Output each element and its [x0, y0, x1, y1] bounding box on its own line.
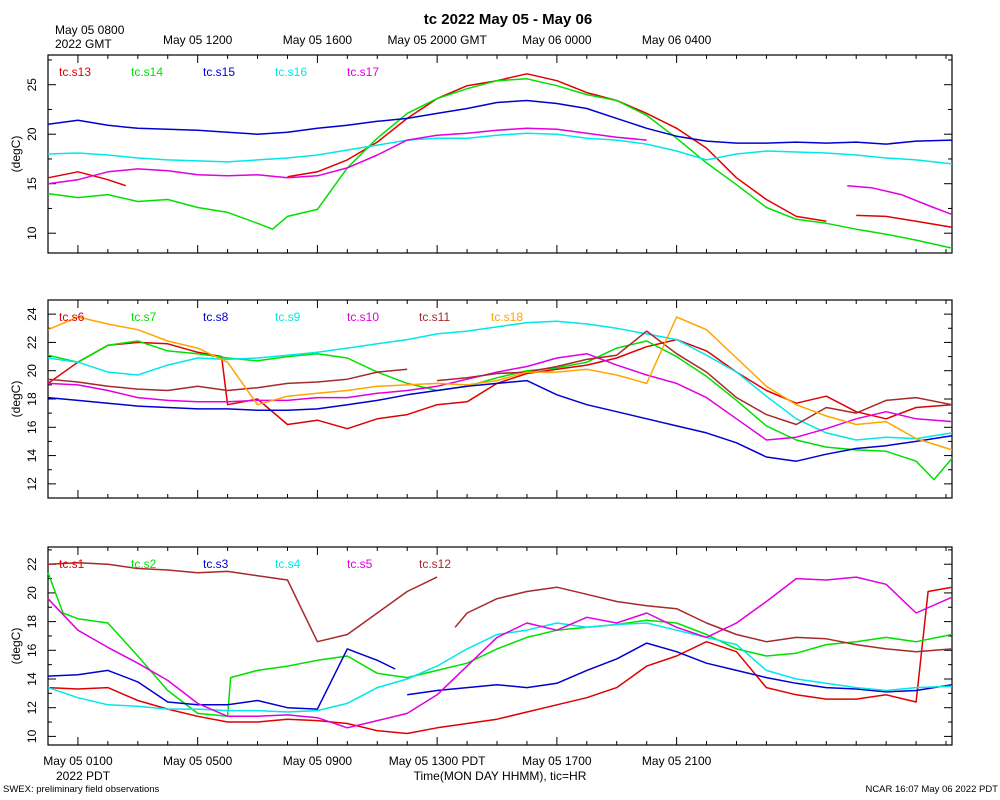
bottom-axis-label: May 05 1700 [522, 754, 592, 768]
y-tick-label: 20 [25, 364, 39, 378]
y-tick-label: 12 [25, 477, 39, 491]
series-line-tc-s8 [47, 379, 953, 462]
series-line-tc-s10 [47, 352, 953, 441]
series-line-tc-s9 [47, 320, 953, 441]
y-tick-label: 22 [25, 335, 39, 349]
y-tick-label: 20 [25, 127, 39, 141]
legend-tc-s17: tc.s17 [347, 65, 379, 79]
series-line-tc-s17 [47, 127, 953, 216]
bottom-axis-label: May 05 0100 [43, 754, 113, 768]
y-tick-label: 14 [25, 672, 39, 686]
series-line-tc-s12 [47, 562, 953, 653]
legend-tc-s9: tc.s9 [275, 310, 301, 324]
panel-frame [47, 546, 953, 746]
legend-tc-s15: tc.s15 [203, 65, 235, 79]
series-line-tc-s1 [47, 586, 953, 735]
bottom-axis-label: May 05 0900 [283, 754, 353, 768]
legend-tc-s5: tc.s5 [347, 557, 373, 571]
series-line-tc-s14 [47, 78, 953, 249]
y-tick-label: 16 [25, 420, 39, 434]
panel-2: 12 14 16 18 20 22 24 (degC) tc.s6 tc.s7 tc.s8 tc.s9… [9, 299, 953, 499]
y-tick-label: 14 [25, 449, 39, 463]
legend-tc-s3: tc.s3 [203, 557, 229, 571]
series-line-tc-s3 [47, 642, 953, 710]
legend-tc-s6: tc.s6 [59, 310, 85, 324]
series-line-tc-s2 [47, 572, 953, 718]
legend-tc-s12: tc.s12 [419, 557, 451, 571]
panel-frame [47, 54, 953, 254]
y-tick-label: 15 [25, 177, 39, 191]
series-line-tc-s4 [47, 622, 953, 713]
series-line-tc-s7 [47, 340, 953, 481]
legend-tc-s7: tc.s7 [131, 310, 157, 324]
panel-3: 10 12 14 16 18 20 22 (degC) tc.s1 tc.s2 tc.s3 tc.s4… [9, 546, 953, 746]
legend-tc-s13: tc.s13 [59, 65, 91, 79]
bottom-axis-label: May 05 1300 PDT [389, 754, 486, 768]
y-tick-label: 25 [25, 78, 39, 92]
y-axis-label: (degC) [9, 136, 23, 173]
chart-title: tc 2022 May 05 - May 06 [424, 11, 592, 28]
series-line-tc-s15 [47, 99, 953, 145]
y-tick-label: 18 [25, 392, 39, 406]
legend-tc-s2: tc.s2 [131, 557, 157, 571]
top-axis-label: May 06 0000 [522, 33, 592, 47]
series-line-tc-s18 [47, 316, 953, 451]
legend-tc-s1: tc.s1 [59, 557, 85, 571]
x-axis-year-label: 2022 PDT [56, 769, 111, 783]
legend-tc-s10: tc.s10 [347, 310, 379, 324]
bottom-axis-label: May 05 0500 [163, 754, 233, 768]
y-axis-label: (degC) [9, 628, 23, 665]
legend-tc-s4: tc.s4 [275, 557, 301, 571]
legend-tc-s11: tc.s11 [419, 310, 450, 324]
top-axis-label: May 06 0400 [642, 33, 712, 47]
y-tick-label: 12 [25, 701, 39, 715]
top-axis-label: May 05 1600 [283, 33, 353, 47]
legend-tc-s18: tc.s18 [491, 310, 523, 324]
y-tick-label: 16 [25, 643, 39, 657]
x-axis-title: Time(MON DAY HHMM), tic=HR [414, 769, 587, 783]
footer-left: SWEX: preliminary field observations [3, 784, 160, 795]
series-line-tc-s16 [47, 132, 953, 165]
top-axis-label: May 05 1200 [163, 33, 233, 47]
legend-tc-s8: tc.s8 [203, 310, 229, 324]
top-axis-label: May 05 2000 GMT [387, 33, 487, 47]
y-tick-label: 20 [25, 586, 39, 600]
top-axis-first-label-year: 2022 GMT [55, 37, 112, 51]
footer-right: NCAR 16:07 May 06 2022 PDT [865, 784, 998, 795]
panel-1: 10 15 20 25 (degC) tc.s13 tc.s14 tc.s15 tc.s16 tc… [9, 54, 953, 254]
top-axis-first-label: May 05 0800 [55, 23, 125, 37]
y-tick-label: 18 [25, 615, 39, 629]
bottom-axis-label: May 05 2100 [642, 754, 712, 768]
series-line-tc-s11 [47, 330, 953, 426]
y-axis-label: (degC) [9, 381, 23, 418]
y-tick-label: 22 [25, 557, 39, 571]
legend-tc-s14: tc.s14 [131, 65, 163, 79]
y-tick-label: 10 [25, 729, 39, 743]
plots-group: 10 15 20 25 (degC) tc.s13 tc.s14 tc.s15 tc.s16 tc… [9, 54, 953, 746]
y-tick-label: 10 [25, 226, 39, 240]
series-line-tc-s5 [47, 576, 953, 729]
legend-tc-s16: tc.s16 [275, 65, 307, 79]
y-tick-label: 24 [25, 307, 39, 321]
